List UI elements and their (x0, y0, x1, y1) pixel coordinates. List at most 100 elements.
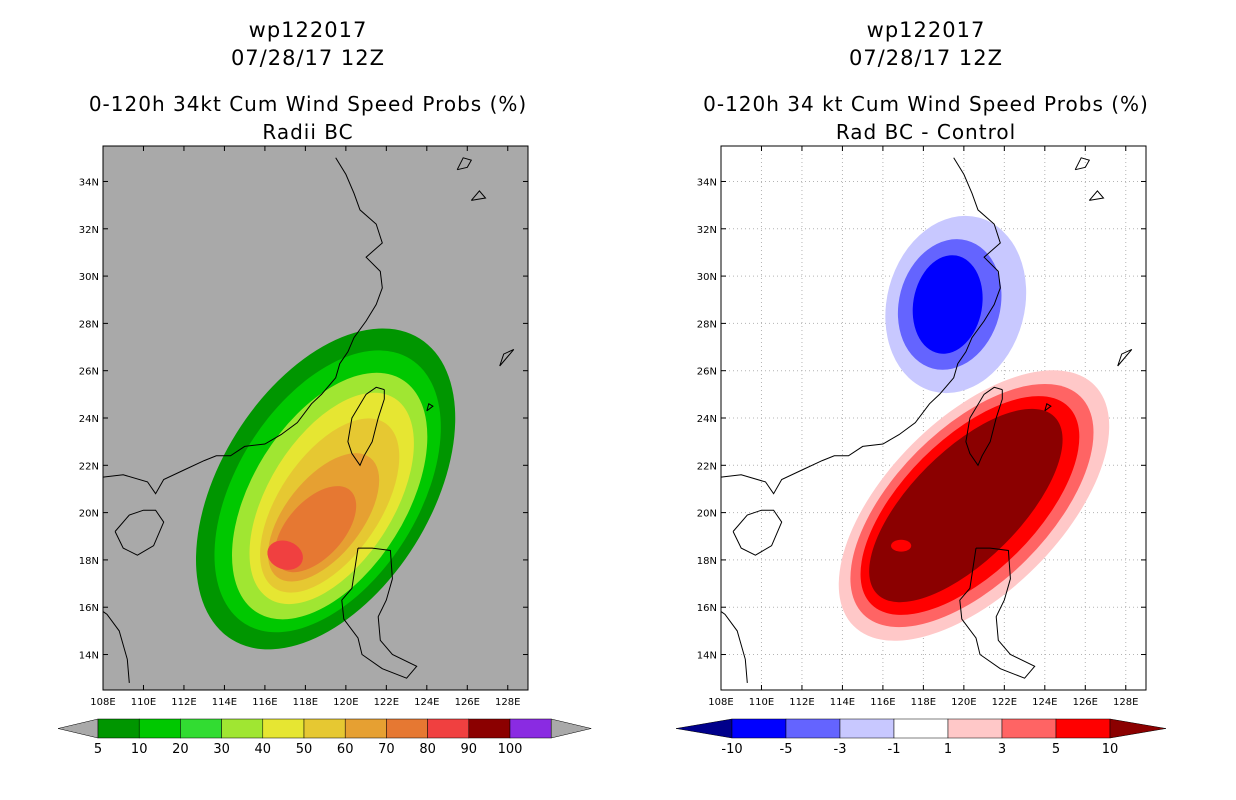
right-panel-subtitle: 0-120h 34 kt Cum Wind Speed Probs (%) Ra… (676, 90, 1176, 146)
colorbar-label: -10 (721, 742, 742, 757)
y-tick-label: 26N (697, 367, 717, 378)
colorbar-label: -3 (834, 742, 847, 757)
coastline-china-coast (103, 157, 383, 495)
right-map: 108E 110E 112E 114E 116E 118E 120E 122E 124E 126E… (697, 145, 1162, 708)
y-tick-label: 32N (697, 225, 717, 236)
right-chart-title: 0-120h 34 kt Cum Wind Speed Probs (%) (703, 92, 1149, 116)
colorbar-label: 90 (461, 742, 478, 757)
colorbar-swatch (303, 718, 346, 739)
colorbar-swatch (947, 718, 1003, 739)
colorbar-label: 70 (378, 742, 395, 757)
coastline-island (499, 348, 515, 367)
x-tick-label: 122E (374, 697, 399, 708)
coastline-luzon (341, 547, 418, 679)
x-tick-label: 114E (212, 697, 237, 708)
colorbar-label: 10 (131, 742, 148, 757)
colorbar-label: 50 (296, 742, 313, 757)
colorbar-label: 1 (944, 742, 952, 757)
coastline-hainan (114, 509, 165, 556)
y-tick-label: 16N (697, 603, 717, 614)
y-tick-label: 14N (697, 651, 717, 662)
y-tick-label: 34N (697, 177, 717, 188)
colorbar-low-arrow (57, 718, 99, 739)
x-tick-label: 124E (414, 697, 439, 708)
right-panel-title: wp122017 07/28/17 12Z (676, 16, 1176, 72)
x-tick-label: 128E (1113, 697, 1138, 708)
left-map: 108E 110E 112E 114E 116E 118E 120E 122E 124E 126E… (79, 145, 544, 708)
coastline-island (470, 190, 487, 201)
colorbar-swatch (509, 718, 552, 739)
x-tick-label: 108E (708, 697, 733, 708)
coastline-island (538, 312, 544, 319)
left-datetime: 07/28/17 12Z (230, 46, 386, 70)
x-tick-label: 112E (789, 697, 814, 708)
colorbar-label: 100 (498, 742, 523, 757)
colorbar-label: 60 (337, 742, 354, 757)
x-tick-label: 120E (951, 697, 976, 708)
y-tick-label: 26N (79, 367, 99, 378)
y-tick-label: 24N (79, 414, 99, 425)
y-tick-label: 30N (697, 272, 717, 283)
colorbar-swatch (1001, 718, 1057, 739)
left-chart-title: 0-120h 34kt Cum Wind Speed Probs (%) (88, 92, 528, 116)
y-tick-label: 20N (79, 509, 99, 520)
coastline-island (1074, 157, 1091, 171)
coastline-island (456, 157, 473, 171)
right-datetime: 07/28/17 12Z (848, 46, 1004, 70)
y-tick-label: 34N (79, 177, 99, 188)
contour-minus5-area (912, 255, 983, 354)
y-tick-label: 16N (79, 603, 99, 614)
y-tick-label: 32N (79, 225, 99, 236)
x-tick-label: 126E (455, 697, 480, 708)
colorbar-swatch (97, 718, 140, 739)
colorbar-swatch (785, 718, 841, 739)
colorbar-swatch (138, 718, 181, 739)
y-tick-label: 30N (79, 272, 99, 283)
y-tick-label: 22N (79, 461, 99, 472)
x-tick-label: 112E (171, 697, 196, 708)
colorbar-swatch (344, 718, 387, 739)
y-tick-label: 20N (697, 509, 717, 520)
y-tick-label: 22N (697, 461, 717, 472)
left-colorbar: 5 10 20 30 40 50 60 70 80 90 100 (57, 718, 592, 757)
y-tick-label: 28N (79, 319, 99, 330)
coastline-vietnam (103, 477, 130, 683)
y-tick-label: 18N (79, 556, 99, 567)
x-tick-label: 116E (252, 697, 277, 708)
coastline-china-coast (721, 157, 1001, 495)
colorbar-low-arrow (675, 718, 733, 739)
colorbar-swatch (180, 718, 222, 739)
x-tick-label: 118E (911, 697, 936, 708)
coastline-island (1044, 403, 1052, 412)
contour-70-area (267, 540, 303, 570)
colorbar-label: 5 (1052, 742, 1060, 757)
x-tick-label: 122E (992, 697, 1017, 708)
coastline-luzon (959, 547, 1036, 679)
colorbar-swatch (427, 718, 470, 739)
colorbar-label: 10 (1102, 742, 1119, 757)
colorbar-label: -5 (780, 742, 793, 757)
coastline-island (1088, 190, 1105, 201)
colorbar-label: 40 (255, 742, 272, 757)
x-tick-label: 118E (293, 697, 318, 708)
colorbar-swatch (731, 718, 787, 739)
x-tick-label: 124E (1032, 697, 1057, 708)
x-tick-label: 108E (90, 697, 115, 708)
colorbar-swatch (893, 718, 949, 739)
contour-5-area (891, 539, 912, 552)
colorbar-label: 20 (172, 742, 189, 757)
colorbar-swatch (1055, 718, 1111, 739)
left-storm-id: wp122017 (248, 18, 368, 42)
coastline-hainan (732, 509, 783, 556)
y-tick-label: 18N (697, 556, 717, 567)
x-tick-label: 114E (830, 697, 855, 708)
y-tick-label: 28N (697, 319, 717, 330)
x-tick-label: 116E (870, 697, 895, 708)
colorbar-swatch (839, 718, 895, 739)
colorbar-swatch (221, 718, 264, 739)
colorbar-swatch (386, 718, 428, 739)
colorbar-swatch (468, 718, 511, 739)
colorbar-label: 30 (213, 742, 230, 757)
coastline-island (1156, 312, 1162, 319)
